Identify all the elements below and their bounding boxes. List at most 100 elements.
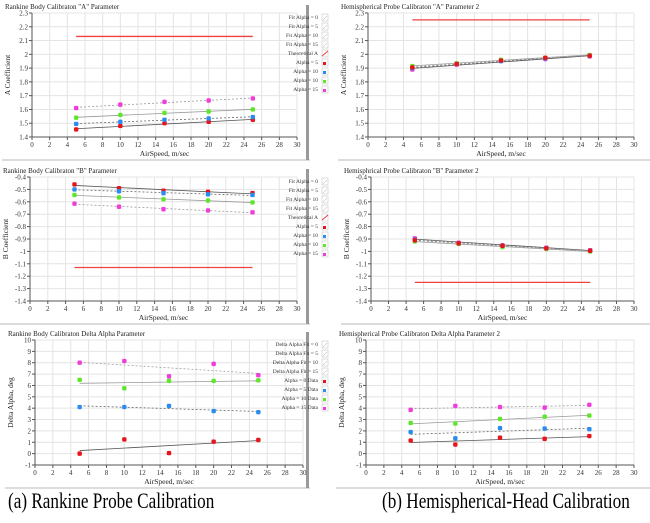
x-tick-label: 24 [241, 141, 249, 149]
legend-marker [323, 62, 326, 65]
x-tick-label: 0 [33, 469, 37, 477]
y-tick-label: 1.8 [355, 78, 364, 86]
data-point [122, 404, 127, 410]
legend-swatch [321, 195, 329, 204]
x-tick-label: 6 [87, 469, 91, 477]
legend-swatch [321, 340, 329, 349]
data-point [122, 358, 127, 364]
data-point [72, 182, 77, 187]
data-point [211, 439, 216, 444]
legend-fit-mark [322, 197, 328, 203]
data-point [500, 243, 505, 249]
y-tick-label: -0.9 [15, 236, 27, 244]
panel-scrollbar [306, 5, 309, 160]
y-tick-label: 9 [359, 348, 363, 356]
legend-label: Fit Alpha = 15 [286, 42, 318, 48]
data-point [587, 248, 593, 253]
data-point [453, 436, 458, 441]
data-point [205, 192, 211, 197]
legend-label: Fit Alpha = 5 [289, 188, 318, 194]
data-point [73, 105, 79, 111]
y-tick-label: 10 [355, 337, 363, 345]
x-tick-label: 14 [490, 305, 498, 313]
data-point [211, 408, 216, 414]
x-tick-label: 18 [187, 305, 195, 313]
fit-line [79, 405, 259, 412]
x-tick-label: 10 [453, 141, 461, 149]
y-tick-label: 1.9 [355, 65, 364, 73]
data-point [587, 427, 592, 432]
y-tick-label: 10 [24, 337, 32, 345]
y-tick-label: 2.2 [19, 23, 28, 31]
y-tick-label: -0.8 [356, 223, 368, 231]
legend-swatch [321, 204, 329, 213]
y-tick-label: 2 [28, 427, 32, 435]
y-tick-label: 2.3 [355, 10, 364, 18]
chart-panel-5: Hemispherical Probe Calibraton Delta Alp… [336, 330, 650, 489]
legend-label: Theoretical A [288, 51, 318, 57]
data-point [118, 102, 123, 107]
x-tick-label: 24 [246, 469, 254, 477]
x-tick-label: 28 [276, 305, 284, 313]
y-tick-label: 1.6 [19, 106, 28, 114]
x-tick-label: 24 [577, 141, 585, 149]
data-point [211, 361, 216, 367]
y-tick-label: 0 [28, 450, 32, 458]
legend-fit-mark [322, 188, 328, 194]
x-tick-label: 4 [66, 141, 70, 149]
x-tick-label: 4 [400, 469, 404, 477]
data-point [118, 119, 123, 125]
legend-label: Delta Alpha Fit = 0 [275, 342, 318, 348]
legend-label: Fit Alpha = 10 [286, 197, 318, 203]
caption-a: (a) Rankine Probe Calibration [8, 488, 215, 513]
x-tick-label: 8 [99, 305, 103, 313]
y-tick-label: 2 [25, 51, 29, 59]
data-point [77, 451, 82, 456]
x-tick-label: 8 [436, 469, 440, 477]
data-point [544, 246, 549, 251]
legend-swatch [321, 31, 329, 40]
y-tick-label: -1.2 [356, 273, 368, 281]
data-point [587, 413, 592, 418]
x-tick-label: 26 [258, 305, 266, 313]
data-point [497, 435, 503, 440]
data-point [122, 437, 127, 442]
x-tick-label: 10 [121, 469, 129, 477]
legend-marker [323, 80, 326, 83]
fit-line [79, 361, 259, 374]
data-point [161, 190, 166, 196]
x-tick-label: 8 [101, 141, 105, 149]
y-tick-label: 1 [359, 439, 363, 447]
legend-label: Alpha = 5 [296, 60, 318, 66]
x-tick-label: 10 [452, 469, 460, 477]
legend-theoretical-mark [321, 50, 329, 57]
x-tick-label: 22 [228, 469, 236, 477]
x-tick-label: 4 [404, 305, 408, 313]
data-point [256, 373, 261, 378]
x-tick-label: 28 [282, 469, 290, 477]
x-tick-label: 16 [505, 469, 513, 477]
y-tick-label: -1.3 [356, 285, 368, 293]
legend-label: Alpha = 10 Data [281, 396, 318, 402]
data-point [408, 438, 413, 443]
x-tick-label: 22 [559, 469, 567, 477]
data-point [250, 200, 255, 205]
data-point [250, 96, 256, 101]
x-axis-label: AirSpeed, m/sec [476, 149, 526, 158]
y-tick-label: 1.5 [19, 120, 28, 128]
y-tick-label: 1.8 [19, 78, 28, 86]
data-point [211, 378, 216, 384]
y-tick-label: -0.7 [15, 211, 27, 219]
legend-marker [323, 244, 326, 247]
data-point [453, 442, 458, 447]
y-tick-label: 9 [28, 348, 32, 356]
legend-label: Alpha = 10 [293, 78, 318, 84]
y-tick-label: 2.3 [19, 10, 28, 18]
data-point [542, 414, 547, 419]
y-tick-label: -1 [356, 462, 362, 470]
chart-panel-1: Hemispherical Probe Calibraton "A" Param… [338, 3, 650, 161]
x-tick-label: 28 [276, 141, 284, 149]
y-axis-label: A Coefficient [339, 54, 348, 95]
data-point [77, 360, 82, 365]
chart-title: Hemispherical Probe Calibraton "A" Param… [341, 3, 480, 11]
